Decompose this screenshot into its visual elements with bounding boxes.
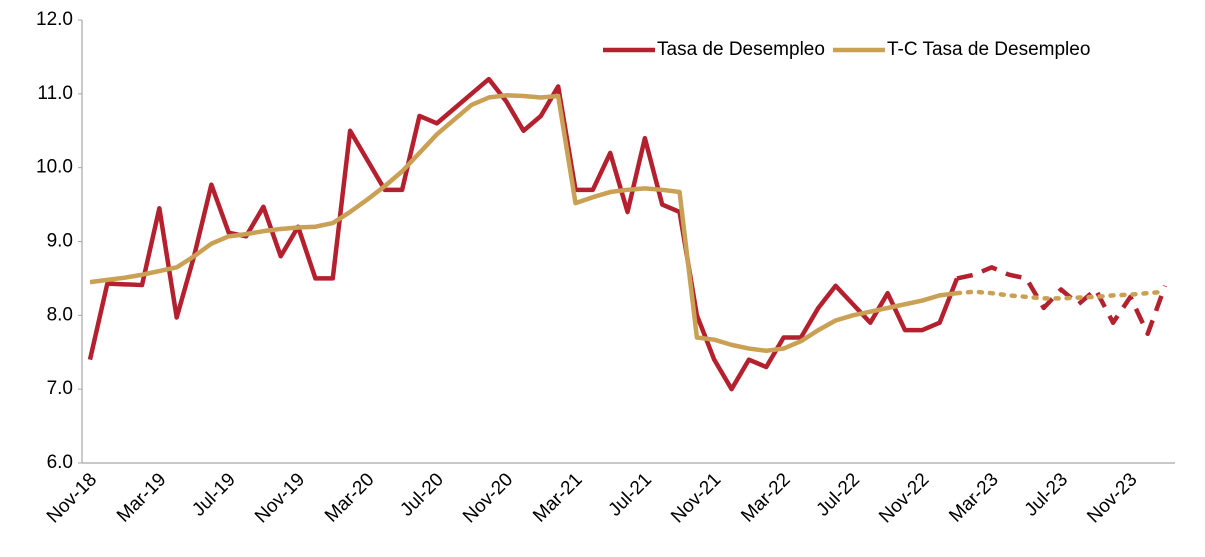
series-line	[87, 76, 960, 392]
x-tick-label: Jul-21	[605, 469, 656, 520]
projection-line	[956, 265, 1168, 337]
x-tick-label: Nov-18	[43, 469, 101, 527]
y-tick-label: 12.0	[36, 9, 73, 30]
x-tick-label: Jul-20	[396, 469, 447, 520]
y-tick-label: 8.0	[47, 304, 73, 325]
x-tick-label: Jul-19	[188, 469, 239, 520]
x-tick-label: Jul-22	[813, 469, 864, 520]
x-tick-label: Mar-20	[321, 469, 378, 526]
y-tick-label: 7.0	[47, 378, 73, 399]
x-tick-label: Nov-22	[875, 469, 933, 527]
x-tick-label: Mar-23	[945, 469, 1002, 526]
legend-label: Tasa de Desempleo	[657, 39, 825, 60]
series-line	[89, 93, 958, 354]
x-tick-label: Mar-21	[529, 469, 586, 526]
y-tick-label: 10.0	[36, 157, 73, 178]
x-tick-label: Nov-21	[667, 469, 725, 527]
x-tick-label: Mar-22	[737, 469, 794, 526]
x-tick-label: Nov-20	[459, 469, 517, 527]
x-tick-label: Nov-23	[1083, 469, 1141, 527]
x-tick-label: Mar-19	[113, 469, 170, 526]
y-tick-label: 9.0	[47, 231, 73, 252]
x-tick-label: Nov-19	[251, 469, 309, 527]
projection-line	[954, 289, 1168, 301]
y-tick-label: 11.0	[37, 83, 73, 104]
y-tick-label: 6.0	[47, 452, 73, 473]
x-tick-label: Jul-23	[1021, 469, 1072, 520]
legend-label: T-C Tasa de Desempleo	[887, 39, 1090, 60]
